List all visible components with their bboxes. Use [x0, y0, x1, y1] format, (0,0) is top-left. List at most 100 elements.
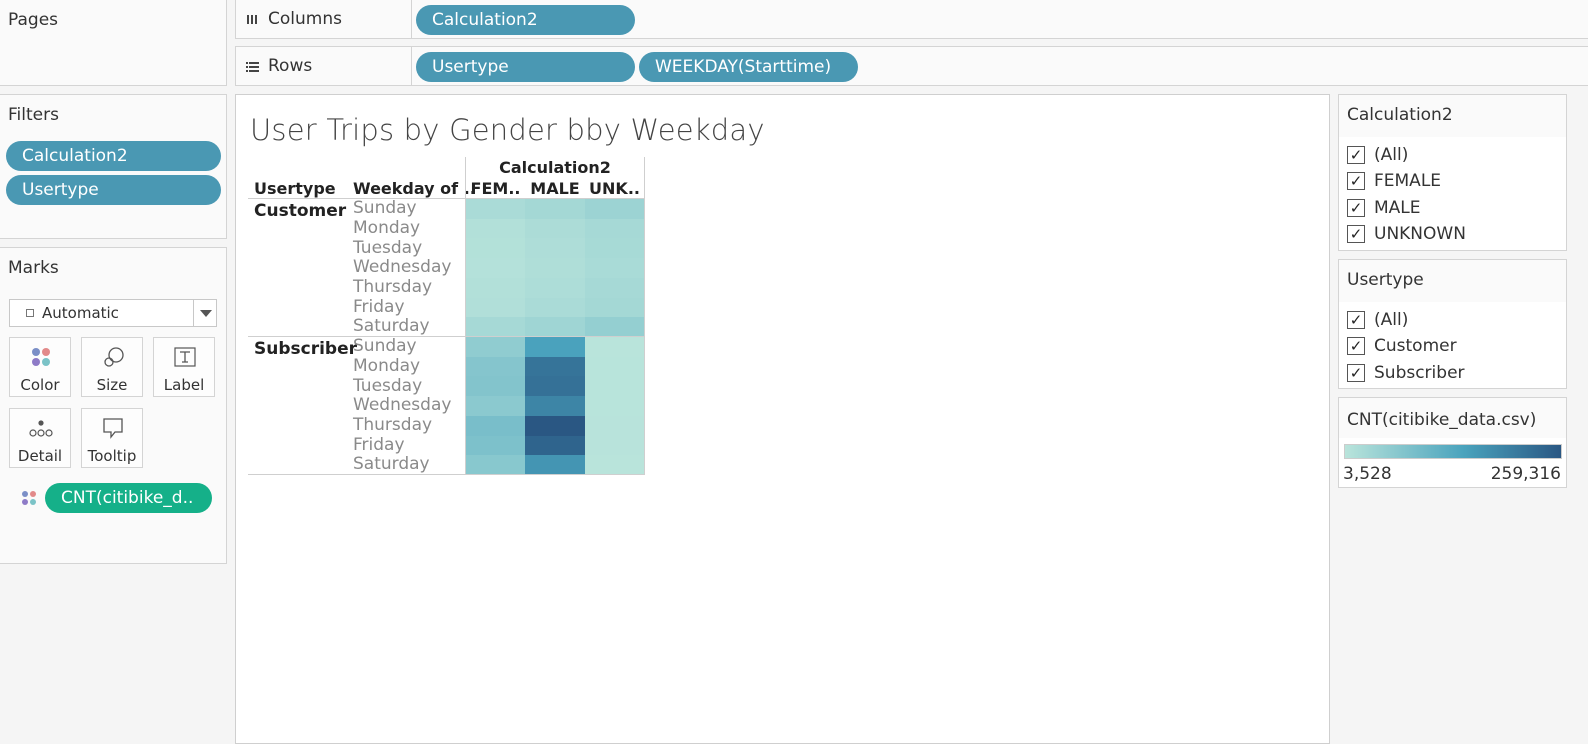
color-legend-max: 259,316	[1490, 464, 1561, 484]
filter-calc-item[interactable]: ✓ FEMALE	[1347, 169, 1441, 193]
heatmap-cell[interactable]	[466, 218, 525, 239]
table-bottom-border	[248, 474, 644, 475]
heatmap-cell[interactable]	[466, 396, 525, 417]
columns-icon	[247, 15, 257, 24]
heatmap-cell[interactable]	[525, 435, 585, 456]
marks-title: Marks	[8, 258, 59, 278]
heatmap-cell[interactable]	[466, 238, 525, 259]
heatmap-cell[interactable]	[585, 455, 644, 476]
marks-card: Marks Automatic Color Size Label	[0, 247, 227, 564]
heatmap-cell[interactable]	[525, 455, 585, 476]
marks-detail-button[interactable]: Detail	[9, 408, 71, 468]
weekday-label: Wednesday	[353, 257, 452, 277]
row-header-weekday: Weekday of ..	[353, 179, 476, 198]
heatmap-cell[interactable]	[525, 277, 585, 299]
heatmap-cell[interactable]	[466, 435, 525, 456]
heatmap-left-border	[465, 157, 466, 475]
mark-type-square-icon	[26, 309, 34, 317]
rows-pill-weekday[interactable]: WEEKDAY(Starttime)	[639, 52, 858, 82]
checkbox-checked-icon[interactable]: ✓	[1347, 311, 1365, 329]
heatmap-cell[interactable]	[585, 317, 644, 338]
rows-pill-usertype[interactable]: Usertype	[416, 52, 635, 82]
heatmap-cell[interactable]	[525, 415, 585, 437]
heatmap-cell[interactable]	[466, 455, 525, 476]
worksheet-view: User Trips by Gender bby Weekday Calcula…	[235, 94, 1330, 744]
heatmap-cell[interactable]	[525, 376, 585, 397]
heatmap-cell[interactable]	[466, 317, 525, 338]
filter-calc-item-label: UNKNOWN	[1374, 224, 1466, 244]
filter-calc-item[interactable]: ✓ UNKNOWN	[1347, 222, 1466, 246]
marks-color-button[interactable]: Color	[9, 337, 71, 397]
heatmap-cell[interactable]	[525, 199, 585, 220]
rows-separator	[411, 47, 412, 85]
marks-label-button[interactable]: Label	[153, 337, 215, 397]
row-header-usertype: Usertype	[254, 179, 336, 198]
columns-shelf-label: Columns	[246, 0, 342, 38]
heatmap-cell[interactable]	[466, 356, 525, 377]
heatmap-cell[interactable]	[525, 258, 585, 279]
heatmap-cell[interactable]	[466, 415, 525, 437]
checkbox-checked-icon[interactable]: ✓	[1347, 225, 1365, 243]
checkbox-checked-icon[interactable]: ✓	[1347, 172, 1365, 190]
usertype-label-customer: Customer	[254, 201, 347, 221]
checkbox-checked-icon[interactable]: ✓	[1347, 199, 1365, 217]
group-divider	[248, 336, 644, 337]
worksheet-title: User Trips by Gender bby Weekday	[250, 113, 765, 147]
heatmap-cell[interactable]	[525, 337, 585, 358]
heatmap-cell[interactable]	[585, 337, 644, 358]
heatmap-cell[interactable]	[525, 317, 585, 338]
color-field-icon	[22, 491, 36, 505]
filter-calculation2-title: Calculation2	[1347, 105, 1453, 125]
rows-shelf[interactable]: Rows Usertype WEEKDAY(Starttime)	[235, 46, 1588, 86]
filter-usertype-item-label: Customer	[1374, 336, 1457, 356]
color-legend-card: CNT(citibike_data.csv) 3,528 259,316	[1338, 397, 1567, 488]
checkbox-checked-icon[interactable]: ✓	[1347, 364, 1365, 382]
heatmap-cell[interactable]	[585, 396, 644, 417]
heatmap-cell[interactable]	[585, 258, 644, 279]
heatmap-cell[interactable]	[525, 238, 585, 259]
columns-pill-calculation2[interactable]: Calculation2	[416, 5, 635, 35]
checkbox-checked-icon[interactable]: ✓	[1347, 146, 1365, 164]
heatmap-cell[interactable]	[466, 376, 525, 397]
weekday-label: Thursday	[353, 415, 433, 435]
marks-cnt-pill[interactable]: CNT(citibike_d..	[45, 483, 212, 513]
heatmap-cell[interactable]	[585, 199, 644, 220]
heatmap-cell[interactable]	[585, 376, 644, 397]
filter-calc-item[interactable]: ✓ MALE	[1347, 196, 1421, 220]
heatmap-cell[interactable]	[525, 356, 585, 377]
heatmap-cell[interactable]	[585, 356, 644, 377]
columns-shelf[interactable]: Columns Calculation2	[235, 0, 1588, 39]
filter-usertype-item[interactable]: ✓ (All)	[1347, 308, 1408, 332]
heatmap-cell[interactable]	[466, 297, 525, 318]
filter-usertype-item[interactable]: ✓ Subscriber	[1347, 361, 1465, 385]
weekday-label: Monday	[353, 356, 421, 376]
heatmap-cell[interactable]	[585, 218, 644, 239]
filter-calc-item[interactable]: ✓ (All)	[1347, 143, 1408, 167]
filter-card-usertype: Usertype ✓ (All) ✓ Customer ✓ Subscriber	[1338, 259, 1567, 389]
marks-tooltip-label: Tooltip	[87, 447, 137, 465]
mark-type-dropdown[interactable]: Automatic	[9, 299, 217, 327]
mark-type-divider	[193, 300, 194, 326]
filter-pill-calculation2[interactable]: Calculation2	[6, 141, 221, 171]
marks-tooltip-button[interactable]: Tooltip	[81, 408, 143, 468]
checkbox-checked-icon[interactable]: ✓	[1347, 337, 1365, 355]
heatmap-cell[interactable]	[585, 415, 644, 437]
heatmap-cell[interactable]	[525, 297, 585, 318]
heatmap-cell[interactable]	[466, 277, 525, 299]
heatmap-cell[interactable]	[585, 435, 644, 456]
column-header-female: FEM..	[470, 179, 521, 198]
mark-type-value: Automatic	[42, 304, 119, 322]
heatmap-cell[interactable]	[525, 218, 585, 239]
marks-size-button[interactable]: Size	[81, 337, 143, 397]
heatmap-cell[interactable]	[466, 337, 525, 358]
heatmap-cell[interactable]	[585, 238, 644, 259]
filter-pill-usertype[interactable]: Usertype	[6, 175, 221, 205]
heatmap-right-border	[644, 157, 645, 475]
heatmap-cell[interactable]	[466, 199, 525, 220]
heatmap-cell[interactable]	[466, 258, 525, 279]
usertype-label-subscriber: Subscriber	[254, 339, 358, 359]
filter-usertype-item[interactable]: ✓ Customer	[1347, 334, 1457, 358]
heatmap-cell[interactable]	[585, 297, 644, 318]
heatmap-cell[interactable]	[585, 277, 644, 299]
heatmap-cell[interactable]	[525, 396, 585, 417]
